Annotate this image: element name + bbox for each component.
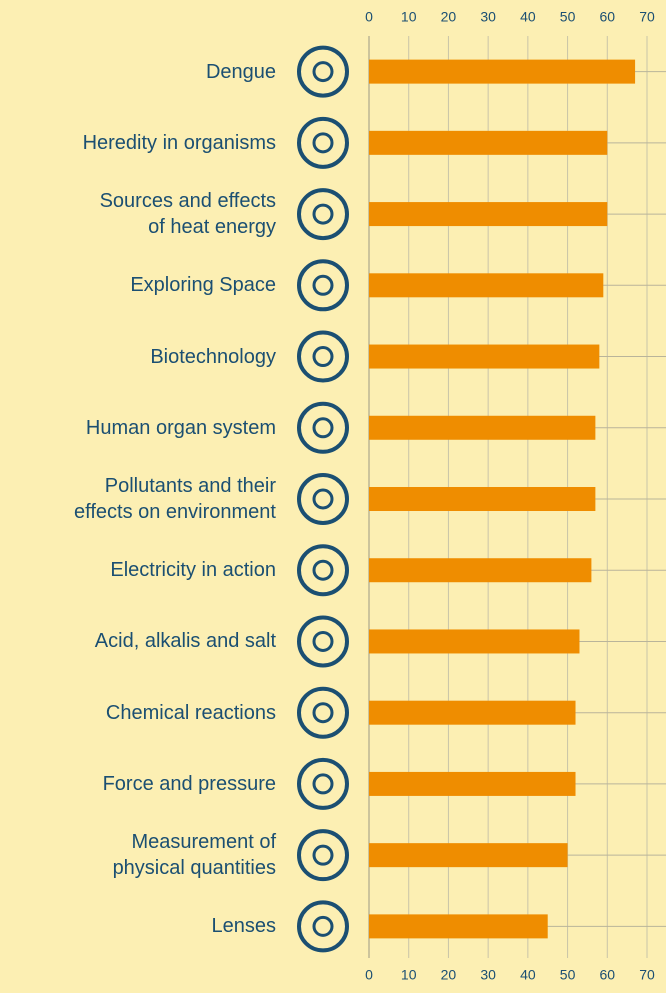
icon-glyph xyxy=(312,559,334,581)
bar xyxy=(369,558,592,583)
x-tick-label: 10 xyxy=(401,967,417,983)
icon xyxy=(297,330,349,383)
category-label: Heredity in organisms xyxy=(82,131,276,154)
icon xyxy=(297,259,349,312)
x-tick-label: 20 xyxy=(441,9,457,25)
icon xyxy=(297,544,349,597)
bar xyxy=(369,202,608,227)
category-label: Lenses xyxy=(211,915,277,938)
bar xyxy=(369,700,576,725)
icon xyxy=(297,757,349,810)
x-tick-label: 50 xyxy=(560,9,576,25)
icon-glyph xyxy=(312,630,334,652)
icon-glyph xyxy=(312,274,334,296)
icon-glyph xyxy=(312,132,334,154)
bar xyxy=(369,59,636,84)
icon xyxy=(297,686,349,739)
category-label: Sources and effects of heat energy xyxy=(99,190,276,239)
category-label: Exploring Space xyxy=(130,274,276,297)
bar xyxy=(369,487,596,511)
bar xyxy=(369,415,596,440)
x-tick-label: 20 xyxy=(441,967,457,983)
category-label: Measurement of physical quantities xyxy=(112,831,276,880)
x-tick-label: 30 xyxy=(480,9,496,25)
x-tick-label: 60 xyxy=(599,9,615,25)
icon-glyph xyxy=(312,702,334,724)
bar xyxy=(369,629,580,654)
category-label: Dengue xyxy=(205,60,276,83)
icon-glyph xyxy=(312,844,334,866)
category-label: Electricity in action xyxy=(110,559,276,582)
icon xyxy=(297,473,349,525)
icon-glyph xyxy=(312,488,334,510)
bar xyxy=(369,771,576,796)
icon-glyph xyxy=(312,773,334,795)
bar xyxy=(369,130,608,155)
x-tick-label: 30 xyxy=(480,967,496,983)
x-tick-label: 70 xyxy=(639,9,655,25)
bar xyxy=(369,344,600,369)
category-label: Human organ system xyxy=(85,416,276,439)
bar xyxy=(369,273,604,298)
x-tick-label: 40 xyxy=(520,967,536,983)
icon-glyph xyxy=(312,417,334,439)
bar xyxy=(369,843,568,868)
icon xyxy=(297,829,349,882)
x-tick-label: 0 xyxy=(365,9,373,25)
category-label: Acid, alkalis and salt xyxy=(94,630,276,653)
icon-glyph xyxy=(312,915,334,937)
x-tick-label: 60 xyxy=(599,967,615,983)
x-tick-label: 70 xyxy=(639,967,655,983)
category-label: Chemical reactions xyxy=(105,701,276,724)
icon-glyph xyxy=(312,203,334,225)
icon xyxy=(297,188,349,241)
x-tick-label: 40 xyxy=(520,9,536,25)
x-tick-label: 50 xyxy=(560,967,576,983)
category-label: Force and pressure xyxy=(102,772,276,795)
icon xyxy=(297,45,349,98)
category-label: Pollutants and their effects on environm… xyxy=(74,475,276,523)
icon xyxy=(297,116,349,169)
category-label: Biotechnology xyxy=(150,345,276,368)
icon xyxy=(297,900,349,953)
x-tick-label: 10 xyxy=(401,9,417,25)
icon-glyph xyxy=(312,346,334,368)
icon xyxy=(297,615,349,668)
x-tick-label: 0 xyxy=(365,967,373,983)
bar xyxy=(369,914,548,939)
icon-glyph xyxy=(312,61,334,83)
icon xyxy=(297,401,349,454)
